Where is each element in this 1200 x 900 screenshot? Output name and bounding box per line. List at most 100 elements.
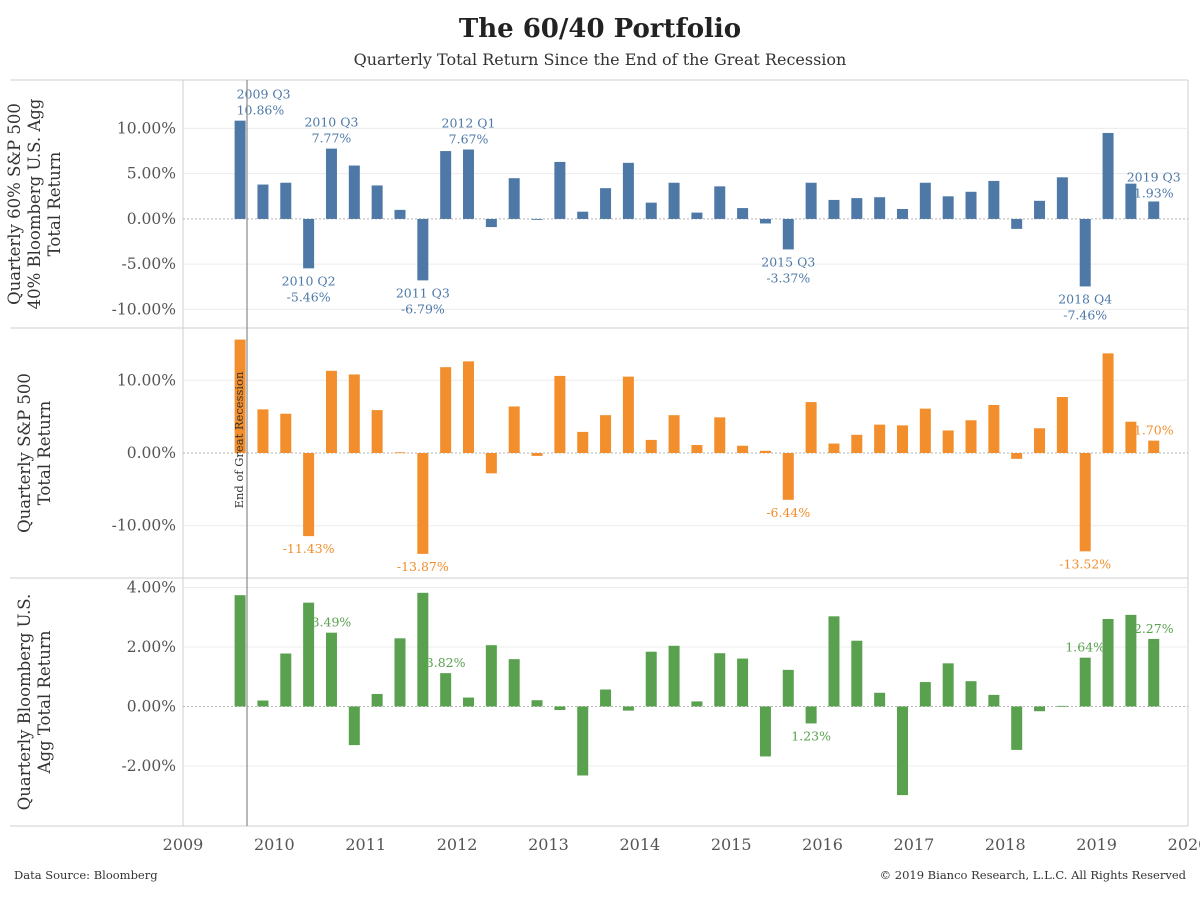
x-tick-label: 2010 xyxy=(254,835,295,854)
x-tick-label: 2009 xyxy=(163,835,204,854)
data-label: -13.52% xyxy=(1059,556,1111,571)
bar xyxy=(1056,177,1068,219)
bar xyxy=(325,148,337,219)
bar xyxy=(485,453,497,474)
bar xyxy=(531,218,543,220)
bar xyxy=(737,445,749,453)
x-tick-label: 2020 xyxy=(1168,835,1200,854)
bar xyxy=(1056,397,1068,453)
bar xyxy=(691,445,703,453)
bar xyxy=(759,450,771,453)
data-label: 3.82% xyxy=(426,655,466,670)
bar xyxy=(303,602,315,707)
bar xyxy=(714,417,726,453)
bar xyxy=(394,452,406,454)
bar xyxy=(622,162,634,219)
x-tick-label: 2012 xyxy=(437,835,478,854)
bar xyxy=(805,402,817,453)
y-axis-title: Quarterly S&P 500 xyxy=(15,373,34,533)
data-label: 2018 Q4 xyxy=(1058,291,1112,306)
bar xyxy=(645,651,657,707)
data-label: 2019 Q3 xyxy=(1127,169,1181,184)
bar xyxy=(371,693,383,707)
bar xyxy=(600,415,612,453)
bar xyxy=(600,188,612,219)
data-label: -13.87% xyxy=(397,559,449,574)
bar xyxy=(645,439,657,453)
data-label: 2012 Q1 xyxy=(442,116,496,131)
x-tick-label: 2014 xyxy=(619,835,660,854)
bar xyxy=(303,218,315,269)
bar xyxy=(919,408,931,453)
y-tick-label: 5.00% xyxy=(127,165,176,183)
bar xyxy=(1102,618,1114,707)
bar xyxy=(1011,218,1023,229)
y-tick-label: -2.00% xyxy=(122,757,176,775)
bar xyxy=(417,218,429,281)
bar xyxy=(1034,428,1046,453)
data-label: 2011 Q3 xyxy=(396,285,450,300)
y-axis-title: 40% Bloomberg U.S. Agg xyxy=(25,98,44,309)
x-tick-label: 2011 xyxy=(345,835,386,854)
bar xyxy=(1102,132,1114,219)
bar xyxy=(234,339,246,453)
data-source-note: Data Source: Bloomberg xyxy=(14,868,158,882)
y-tick-label: 4.00% xyxy=(127,578,176,596)
bar xyxy=(1079,657,1091,707)
x-tick-label: 2015 xyxy=(711,835,752,854)
bar xyxy=(965,420,977,453)
bar xyxy=(1125,614,1137,707)
bar xyxy=(851,640,863,707)
bar xyxy=(1102,353,1114,453)
bar xyxy=(965,681,977,707)
y-tick-label: -5.00% xyxy=(122,255,176,273)
bar xyxy=(942,663,954,707)
y-tick-label: 0.00% xyxy=(127,697,176,715)
y-axis-title: Total Return xyxy=(45,151,64,256)
bar xyxy=(896,425,908,453)
x-tick-label: 2018 xyxy=(985,835,1026,854)
bar xyxy=(942,430,954,453)
bar xyxy=(828,616,840,707)
bar xyxy=(417,453,429,554)
data-label: 10.86% xyxy=(237,103,285,118)
y-tick-label: 2.00% xyxy=(127,638,176,656)
y-tick-label: 0.00% xyxy=(127,444,176,462)
bar xyxy=(325,632,337,707)
bar xyxy=(280,413,292,453)
bar xyxy=(874,197,886,219)
bar xyxy=(896,706,908,796)
bar xyxy=(691,212,703,219)
bar xyxy=(668,645,680,707)
bar xyxy=(919,182,931,219)
recession-end-label: End of Great Recession xyxy=(232,371,246,508)
data-label: -5.46% xyxy=(287,289,331,304)
y-axis-title: Quarterly 60% S&P 500 xyxy=(5,103,24,305)
bar xyxy=(463,361,475,453)
bar xyxy=(417,592,429,707)
bar xyxy=(257,409,269,453)
bar xyxy=(782,669,794,707)
bar xyxy=(1125,183,1137,219)
data-label: -11.43% xyxy=(283,541,335,556)
data-label: -6.79% xyxy=(401,301,445,316)
data-label: 3.49% xyxy=(312,615,352,630)
bar xyxy=(828,199,840,219)
bar xyxy=(874,692,886,707)
bar xyxy=(348,374,360,453)
bar xyxy=(1125,421,1137,453)
bar xyxy=(1011,706,1023,750)
chart-title: The 60/40 Portfolio xyxy=(458,14,742,44)
y-axis-title: Quarterly Bloomberg U.S. xyxy=(15,594,34,811)
data-label: 2.27% xyxy=(1134,621,1174,636)
bar xyxy=(554,375,566,453)
data-label: 1.70% xyxy=(1134,423,1174,438)
bar xyxy=(1148,201,1160,219)
data-label: -3.37% xyxy=(766,270,810,285)
bar xyxy=(508,659,520,707)
bar xyxy=(325,370,337,453)
y-axis-title: Total Return xyxy=(35,400,54,505)
bar xyxy=(257,184,269,219)
bar xyxy=(531,453,543,456)
y-tick-label: 10.00% xyxy=(117,119,176,137)
